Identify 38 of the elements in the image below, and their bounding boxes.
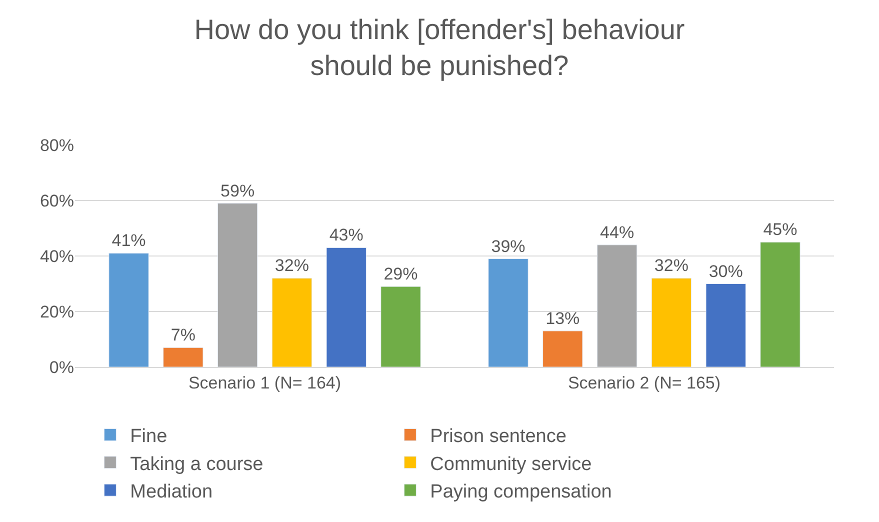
data-label: 32% xyxy=(654,256,688,276)
legend-label: Fine xyxy=(130,426,168,448)
data-label: 41% xyxy=(112,231,146,250)
data-label: 44% xyxy=(600,222,634,242)
data-label: 59% xyxy=(220,181,255,200)
legend-label: Taking a course xyxy=(130,454,264,475)
bar xyxy=(651,278,692,367)
data-label: 29% xyxy=(384,264,418,284)
legend-label: Mediation xyxy=(130,482,213,502)
data-label: 45% xyxy=(763,220,798,240)
bar xyxy=(272,278,312,367)
bar xyxy=(760,242,800,367)
y-tick-label: 40% xyxy=(40,246,74,266)
bar xyxy=(326,247,366,367)
bar xyxy=(706,284,746,367)
bar xyxy=(108,252,149,367)
data-label: 30% xyxy=(708,262,743,281)
legend-label: Paying compensation xyxy=(430,482,612,502)
data-label: 39% xyxy=(491,236,526,256)
y-tick-label: 80% xyxy=(40,136,74,155)
bar xyxy=(217,203,258,367)
y-tick-label: 20% xyxy=(40,302,74,322)
data-label: 32% xyxy=(274,256,309,276)
legend-label: Prison sentence xyxy=(430,426,566,448)
bar xyxy=(596,244,638,367)
x-tick-label: Scenario 2 (N= 165) xyxy=(568,373,721,392)
x-tick-label: Scenario 1 (N= 164) xyxy=(188,373,342,392)
data-label: 13% xyxy=(546,308,580,328)
bar xyxy=(542,330,583,367)
legend-label: Community service xyxy=(430,454,592,475)
data-label: 7% xyxy=(170,326,196,345)
chart-title: How do you think [offender's] behaviour should be punished? xyxy=(194,14,685,82)
bar xyxy=(163,347,204,367)
data-label: 43% xyxy=(329,226,364,245)
y-tick-label: 60% xyxy=(40,191,74,210)
bar xyxy=(380,286,421,367)
bar xyxy=(488,258,528,367)
y-tick-label: 0% xyxy=(49,358,74,377)
